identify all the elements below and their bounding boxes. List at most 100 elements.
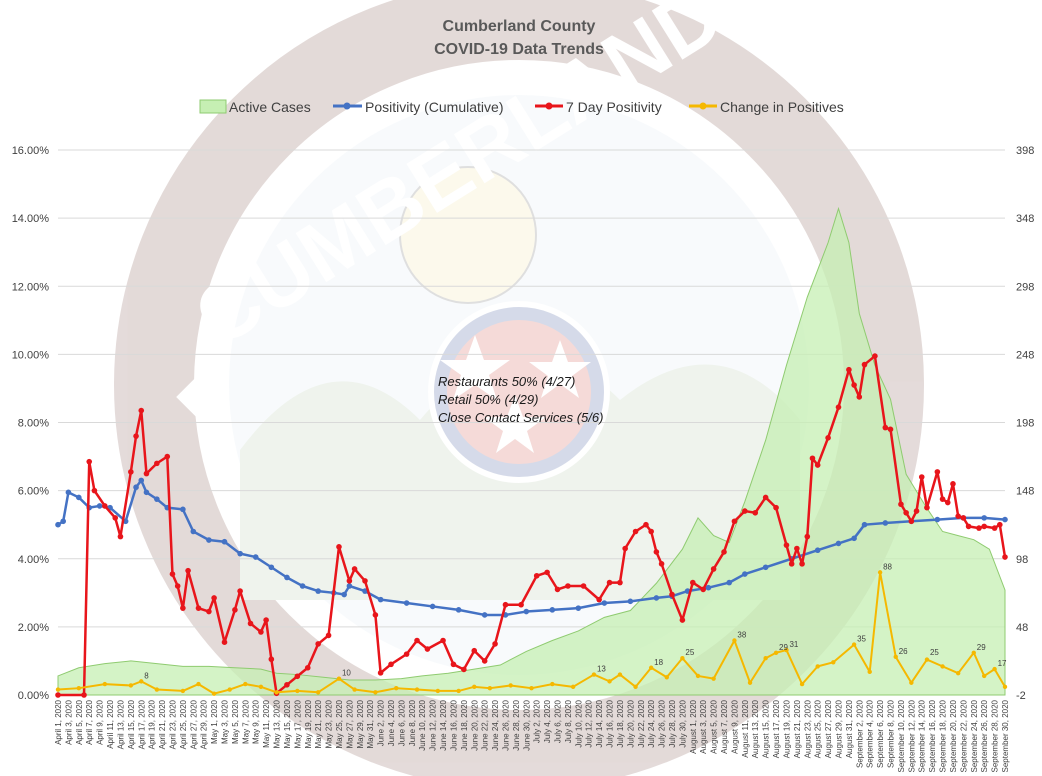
- y-left-tick-label: 10.00%: [12, 349, 50, 361]
- chart-title: Cumberland County: [443, 18, 596, 35]
- data-point-7-day-positivity: [372, 612, 379, 618]
- data-point-7-day-positivity: [934, 469, 941, 475]
- data-point-change-in-positives: [472, 684, 477, 690]
- data-label-change-in-positives: 13: [597, 665, 606, 674]
- data-point-change-in-positives: [154, 687, 160, 692]
- data-point-change-in-positives: [180, 688, 186, 694]
- data-label-change-in-positives: 26: [899, 647, 908, 656]
- x-tick-label: May 1, 2020: [210, 699, 219, 744]
- data-point-change-in-positives: [732, 638, 737, 643]
- x-tick-label: August 15, 2020: [762, 699, 771, 758]
- data-point-change-in-positives: [773, 650, 779, 655]
- x-tick-label: April 1, 2020: [54, 699, 63, 744]
- data-label-change-in-positives: 25: [685, 648, 694, 657]
- x-tick-label: June 28, 2020: [512, 699, 521, 750]
- data-point-positivity-cumulative: [742, 571, 748, 577]
- data-point-change-in-positives: [76, 685, 82, 691]
- data-point-change-in-positives: [607, 679, 612, 684]
- data-point-change-in-positives: [633, 684, 638, 690]
- data-point-7-day-positivity: [622, 545, 628, 552]
- data-point-positivity-cumulative: [705, 584, 712, 591]
- data-point-change-in-positives: [508, 683, 513, 688]
- x-tick-label: September 16, 2020: [928, 699, 937, 772]
- x-tick-label: September 10, 2020: [897, 699, 906, 772]
- data-point-change-in-positives: [924, 657, 930, 662]
- data-point-7-day-positivity: [950, 481, 956, 487]
- data-point-7-day-positivity: [632, 528, 639, 535]
- data-point-7-day-positivity: [710, 566, 717, 572]
- legend-item-active-cases: Active Cases: [199, 99, 311, 115]
- data-point-7-day-positivity: [554, 586, 561, 593]
- x-tick-label: July 20, 2020: [626, 699, 635, 747]
- x-tick-label: July 12, 2020: [585, 699, 594, 747]
- data-point-7-day-positivity: [669, 591, 675, 598]
- y-left-tick-label: 2.00%: [18, 622, 49, 634]
- data-point-7-day-positivity: [440, 637, 446, 644]
- data-point-change-in-positives: [227, 687, 232, 692]
- data-point-change-in-positives: [695, 673, 701, 679]
- data-point-change-in-positives: [992, 666, 997, 672]
- data-point-7-day-positivity: [643, 521, 649, 528]
- x-tick-label: April 7, 2020: [85, 699, 94, 744]
- data-point-7-day-positivity: [86, 458, 93, 465]
- data-point-7-day-positivity: [138, 407, 145, 414]
- data-point-7-day-positivity: [117, 533, 124, 540]
- y-right-tick-label: 148: [1016, 486, 1034, 498]
- legend-item-change-in-positives: Change in Positives: [689, 99, 844, 115]
- data-label-change-in-positives: 10: [342, 669, 351, 678]
- series-area-active-cases: [57, 206, 1006, 696]
- data-point-7-day-positivity: [773, 504, 779, 511]
- data-point-change-in-positives: [394, 685, 399, 691]
- data-point-7-day-positivity: [799, 561, 805, 567]
- x-tick-label: September 20, 2020: [949, 699, 958, 772]
- data-point-7-day-positivity: [606, 579, 613, 586]
- data-label-change-in-positives: 18: [654, 658, 663, 667]
- data-point-7-day-positivity: [658, 561, 665, 567]
- data-point-7-day-positivity: [502, 601, 509, 608]
- data-point-7-day-positivity: [377, 670, 384, 676]
- x-tick-label: May 21, 2020: [314, 699, 323, 748]
- data-point-7-day-positivity: [263, 617, 269, 623]
- data-point-positivity-cumulative: [851, 535, 857, 542]
- legend-marker-7-day-positivity: [545, 102, 553, 110]
- data-point-7-day-positivity: [268, 656, 275, 663]
- x-tick-label: July 30, 2020: [678, 699, 687, 747]
- data-point-7-day-positivity: [91, 487, 98, 494]
- x-tick-label: August 13, 2020: [751, 699, 760, 758]
- y-left-tick-label: 12.00%: [12, 281, 50, 293]
- data-point-change-in-positives: [373, 690, 378, 695]
- x-tick-label: September 14, 2020: [918, 699, 927, 772]
- data-point-positivity-cumulative: [76, 494, 82, 501]
- data-point-change-in-positives: [274, 690, 279, 695]
- data-point-positivity-cumulative: [726, 579, 733, 586]
- data-point-7-day-positivity: [679, 617, 686, 623]
- x-tick-label: June 26, 2020: [501, 699, 510, 750]
- x-tick-label: May 15, 2020: [283, 699, 292, 748]
- data-point-change-in-positives: [258, 684, 264, 690]
- data-point-positivity-cumulative: [549, 607, 556, 613]
- data-point-change-in-positives: [680, 656, 685, 661]
- x-tick-label: August 31, 2020: [845, 699, 854, 758]
- data-point-7-day-positivity: [336, 544, 342, 550]
- y-right-tick-label: 248: [1016, 349, 1034, 361]
- data-point-7-day-positivity: [258, 629, 264, 635]
- data-point-7-day-positivity: [325, 632, 332, 639]
- legend-swatch-active-cases: [199, 99, 227, 114]
- x-tick-label: May 25, 2020: [335, 699, 344, 748]
- data-point-positivity-cumulative: [138, 477, 145, 484]
- data-point-7-day-positivity: [648, 528, 654, 535]
- x-tick-label: July 4, 2020: [543, 699, 552, 743]
- data-point-7-day-positivity: [700, 586, 707, 593]
- data-point-change-in-positives: [352, 687, 357, 692]
- data-point-positivity-cumulative: [377, 596, 384, 603]
- data-point-change-in-positives: [414, 687, 420, 692]
- x-tick-label: September 24, 2020: [970, 699, 979, 772]
- data-point-positivity-cumulative: [814, 547, 821, 554]
- x-tick-label: August 11, 2020: [741, 699, 750, 757]
- data-point-7-day-positivity: [315, 641, 321, 647]
- data-point-7-day-positivity: [976, 525, 982, 531]
- legend-item-positivity-cumulative: Positivity (Cumulative): [333, 99, 503, 115]
- data-point-positivity-cumulative: [133, 484, 139, 491]
- data-point-change-in-positives: [550, 681, 555, 687]
- data-point-change-in-positives: [435, 688, 441, 694]
